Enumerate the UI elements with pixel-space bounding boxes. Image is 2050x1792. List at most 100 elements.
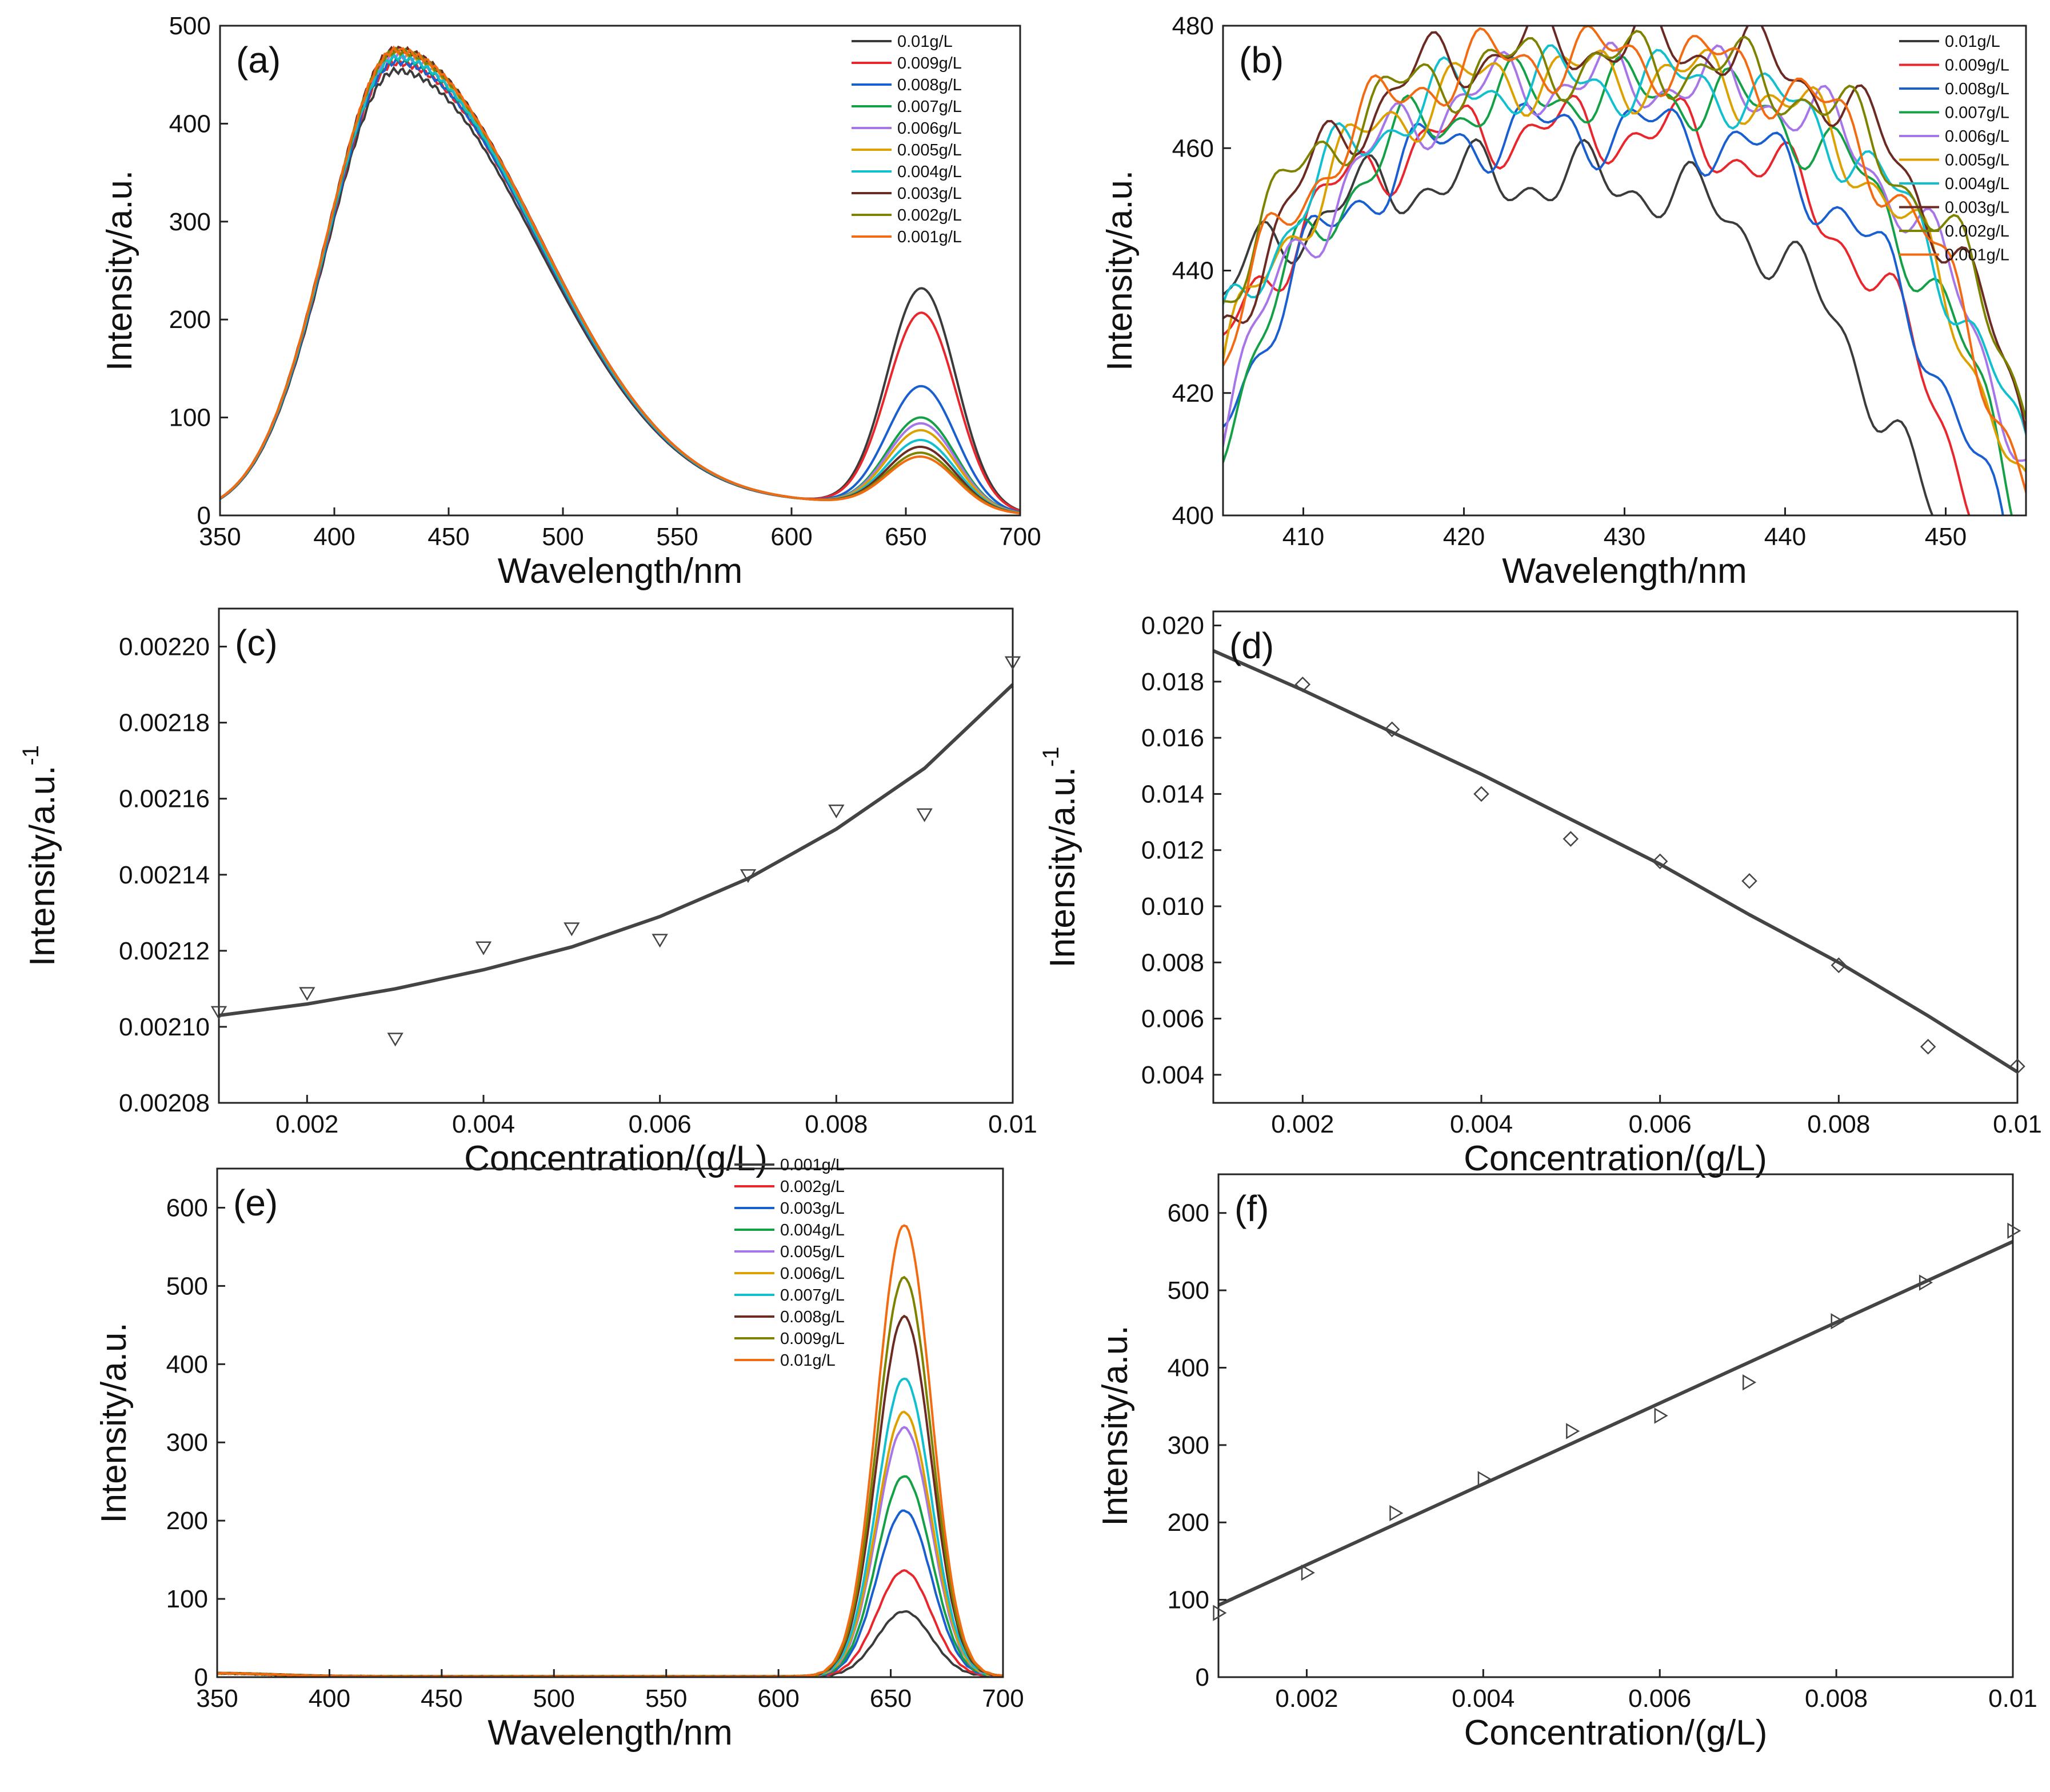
- panel-e-spectra: 350 400 450 500 550 600 650 700 0 100 200 300 400 500…: [94, 1156, 1024, 1753]
- x-tick-label: 700: [999, 523, 1041, 551]
- y-tick-label: 0.00208: [119, 1089, 210, 1117]
- x-tick-label: 0.006: [629, 1110, 692, 1138]
- legend-label: 0.008g/L: [897, 76, 962, 94]
- x-tick-label: 450: [421, 1685, 462, 1713]
- x-tick-label: 400: [309, 1685, 350, 1713]
- y-tick-label: 0.00218: [119, 709, 210, 737]
- panel-label: (d): [1229, 625, 1274, 666]
- x-tick-label: 350: [196, 1685, 238, 1713]
- x-axis-title: Wavelength/nm: [487, 1713, 732, 1753]
- data-point: [1477, 1471, 1492, 1487]
- x-tick-label: 0.008: [1805, 1685, 1868, 1713]
- axes-frame: [1217, 1173, 2014, 1678]
- x-tick-label: 450: [1925, 523, 1967, 551]
- y-tick-label: 100: [169, 404, 211, 432]
- legend-label: 0.009g/L: [897, 54, 962, 73]
- y-tick-label: 0.018: [1141, 668, 1204, 696]
- data-point: [1743, 1374, 1757, 1391]
- y-tick-label: 300: [166, 1429, 208, 1457]
- series-line-0.007g/L: [217, 1377, 1003, 1677]
- legend-label: 0.01g/L: [780, 1351, 836, 1370]
- axes-frame: [216, 1167, 1004, 1678]
- series-line-0.001g/L: [220, 45, 1020, 515]
- x-tick-label: 0.008: [805, 1110, 868, 1138]
- x-tick-label: 410: [1282, 523, 1324, 551]
- series-line-0.007g/L: [1223, 55, 2013, 515]
- series-line-0.001g/L: [1223, 26, 2026, 496]
- fit-line: [1213, 649, 2017, 1074]
- data-point: [1384, 721, 1400, 738]
- x-tick-label: 0.004: [1452, 1685, 1514, 1713]
- legend-label: 0.003g/L: [897, 185, 962, 203]
- x-tick-label: 0.002: [275, 1110, 338, 1138]
- legend-label: 0.004g/L: [780, 1221, 845, 1239]
- y-axis-title-superscript: -1: [1038, 746, 1064, 767]
- y-tick-label: 0.012: [1141, 837, 1204, 865]
- data-point: [2009, 1058, 2025, 1074]
- y-tick-label: 500: [169, 12, 211, 40]
- data-point: [916, 808, 933, 822]
- x-axis-title: Concentration/(g/L): [464, 1139, 768, 1178]
- data-point: [1294, 677, 1311, 693]
- x-tick-label: 650: [885, 523, 926, 551]
- y-tick-label: 0: [197, 502, 211, 530]
- x-tick-label: 0.01: [1988, 1685, 2037, 1713]
- legend-label: 0.004g/L: [1945, 175, 2009, 193]
- x-tick-label: 500: [542, 523, 584, 551]
- y-tick-label: 480: [1172, 12, 1214, 40]
- panel-label: (f): [1234, 1188, 1269, 1229]
- data-point: [1831, 957, 1847, 973]
- data-point: [1652, 853, 1668, 870]
- y-tick-label: 0: [194, 1663, 208, 1691]
- y-tick-label: 400: [1168, 1354, 1209, 1382]
- y-tick-label: 300: [169, 208, 211, 236]
- x-tick-label: 500: [533, 1685, 575, 1713]
- x-axis-title: Wavelength/nm: [1502, 551, 1747, 591]
- legend-label: 0.002g/L: [897, 206, 962, 225]
- y-tick-label: 400: [166, 1350, 208, 1378]
- legend-label: 0.005g/L: [780, 1243, 845, 1261]
- y-axis-title: Intensity/a.u.: [100, 170, 139, 371]
- legend-label: 0.007g/L: [780, 1286, 845, 1305]
- fit-line: [1218, 1240, 2013, 1607]
- plot-area: [1213, 649, 2017, 1074]
- legend-label: 0.002g/L: [780, 1178, 845, 1196]
- y-tick-label: 420: [1172, 379, 1214, 407]
- y-tick-label: 460: [1172, 134, 1214, 162]
- plot-area: [1223, 26, 2026, 515]
- panel-d-inverse-intensity-plot: 0.002 0.004 0.006 0.008 0.01 0.004 0.006 0.008 0…: [1038, 610, 2042, 1178]
- y-axis-title: Intensity/a.u.-1: [1038, 746, 1082, 967]
- y-tick-label: 400: [169, 110, 211, 138]
- data-point: [1919, 1274, 1933, 1291]
- y-tick-label: 0.008: [1141, 949, 1204, 977]
- legend-label: 0.008g/L: [780, 1308, 845, 1326]
- y-tick-label: 400: [1172, 502, 1214, 530]
- data-point: [652, 934, 668, 948]
- y-axis-title-superscript: -1: [18, 745, 43, 766]
- series-line-0.004g/L: [217, 1475, 1003, 1677]
- data-point: [1563, 831, 1579, 847]
- data-point: [1473, 786, 1489, 802]
- x-tick-label: 400: [313, 523, 355, 551]
- plot-area: [220, 45, 1020, 515]
- legend-label: 0.009g/L: [780, 1330, 845, 1348]
- data-point: [1004, 656, 1021, 670]
- panel-a-spectra: 350 400 450 500 550 600 650 700 0 100 200 300 400 500…: [100, 12, 1041, 591]
- data-point: [1301, 1565, 1315, 1581]
- legend-label: 0.01g/L: [897, 33, 953, 51]
- y-tick-label: 0.00220: [119, 633, 210, 661]
- x-tick-label: 0.002: [1275, 1685, 1338, 1713]
- y-axis-title: Intensity/a.u.: [1096, 1325, 1135, 1526]
- y-tick-label: 500: [1168, 1277, 1209, 1305]
- panel-c-inverse-intensity-plot: 0.002 0.004 0.006 0.008 0.01 0.00208 0.00210 0.…: [18, 607, 1037, 1178]
- y-tick-label: 200: [1168, 1509, 1209, 1537]
- data-point: [1566, 1423, 1580, 1439]
- x-axis-title: Concentration/(g/L): [1464, 1139, 1767, 1178]
- x-tick-label: 420: [1443, 523, 1485, 551]
- x-tick-label: 0.002: [1271, 1110, 1334, 1138]
- y-tick-label: 100: [1168, 1586, 1209, 1614]
- x-tick-label: 0.008: [1807, 1110, 1870, 1138]
- x-tick-label: 0.004: [452, 1110, 515, 1138]
- data-point: [475, 941, 492, 955]
